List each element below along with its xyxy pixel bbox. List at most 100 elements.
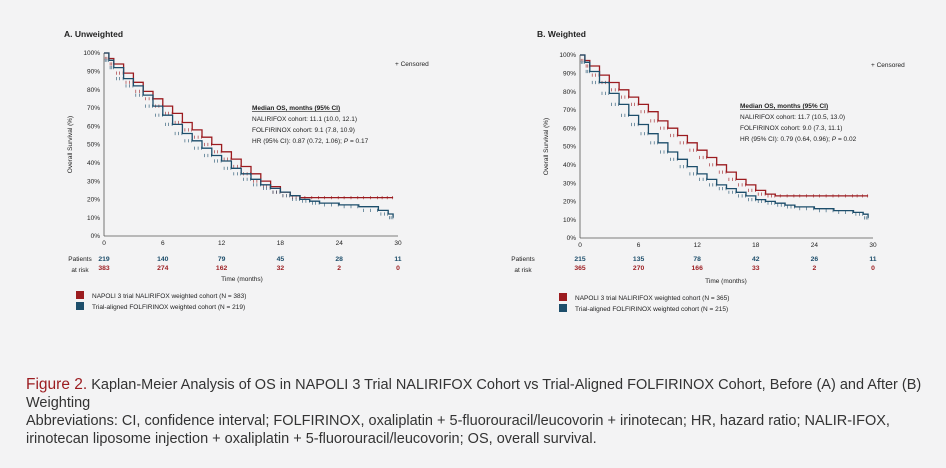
risk-count-folfirinox: 215 (574, 256, 586, 263)
y-tick-label: 90% (563, 71, 576, 78)
y-tick-label: 60% (563, 125, 576, 132)
y-tick-label: 70% (563, 107, 576, 114)
legend-folfirinox: Trial-aligned FOLFIRINOX weighted cohort… (92, 304, 245, 311)
stats-folfirinox: FOLFIRINOX cohort: 9.0 (7.3, 11.1) (740, 125, 842, 132)
legend-nalirifox: NAPOLI 3 trial NALIRIFOX weighted cohort… (575, 295, 729, 302)
x-tick-label: 30 (394, 240, 402, 247)
panel-b-title: B. Weighted (537, 29, 586, 39)
y-tick-label: 20% (563, 199, 576, 206)
risk-count-nalirifox: 33 (752, 265, 760, 272)
y-tick-label: 100% (559, 52, 576, 59)
risk-label-line1: Patients (68, 256, 92, 263)
y-tick-label: 40% (87, 160, 100, 167)
panel-b: B. Weighted 0% 10% 20% 30% 40% 50% 60% 70% 80% 90… (511, 29, 905, 313)
risk-count-folfirinox: 45 (277, 256, 285, 263)
risk-count-folfirinox: 140 (157, 256, 169, 263)
censored-legend: + Censored (395, 61, 429, 68)
panel-a-axes: 0% 10% 20% 30% 40% 50% 60% 70% 80% 90% 100% 0 6 12 18 2… (67, 50, 402, 247)
y-tick-label: 10% (563, 217, 576, 224)
y-tick-label: 100% (83, 50, 100, 57)
risk-label-line1: Patients (511, 256, 535, 263)
x-axis-title: Time (months) (221, 276, 263, 283)
risk-count-folfirinox: 26 (811, 256, 819, 263)
caption-label: Figure 2. (26, 376, 88, 393)
km-curve-nalirifox (580, 54, 869, 197)
stats-hr: HR (95% CI): 0.87 (0.72, 1.06); P = 0.17 (252, 138, 369, 145)
risk-count-nalirifox: 383 (98, 265, 110, 272)
risk-label-line2: at risk (71, 267, 89, 274)
x-tick-label: 18 (752, 242, 760, 249)
caption-title-line: Figure 2. Kaplan-Meier Analysis of OS in… (26, 376, 926, 412)
legend-swatch-nalirifox (76, 291, 84, 299)
y-tick-label: 40% (563, 162, 576, 169)
risk-count-nalirifox: 0 (396, 265, 400, 272)
y-tick-label: 70% (87, 105, 100, 112)
x-tick-label: 0 (102, 240, 106, 247)
panel-a: A. Unweighted 0% 10% 20% 30% 40% 50% 60% 70% 80%… (64, 29, 429, 311)
y-axis-title: Overall Survival (%) (67, 116, 74, 173)
y-tick-label: 50% (87, 142, 100, 149)
legend-swatch-nalirifox (559, 293, 567, 301)
x-axis-title: Time (months) (705, 278, 747, 285)
panel-b-axes: 0% 10% 20% 30% 40% 50% 60% 70% 80% 90% 100% 0 6 12 18 2… (543, 52, 877, 249)
y-tick-label: 0% (91, 233, 101, 240)
y-tick-label: 0% (567, 235, 577, 242)
stats-box-b: Median OS, months (95% CI) NALIRIFOX coh… (740, 103, 857, 143)
risk-count-folfirinox: 79 (218, 256, 226, 263)
risk-table-b: Patients at risk 215 365 135 270 78 166 42 33 26… (511, 256, 877, 274)
x-tick-label: 18 (277, 240, 285, 247)
x-tick-label: 24 (336, 240, 344, 247)
stats-nalirifox: NALIRIFOX cohort: 11.1 (10.0, 12.1) (252, 116, 357, 123)
risk-count-folfirinox: 11 (869, 256, 876, 263)
y-tick-label: 30% (563, 180, 576, 187)
x-tick-label: 24 (811, 242, 819, 249)
stats-box-a: Median OS, months (95% CI) NALIRIFOX coh… (252, 105, 369, 145)
x-tick-label: 30 (869, 242, 877, 249)
y-tick-label: 80% (87, 87, 100, 94)
y-tick-label: 80% (563, 89, 576, 96)
panel-b-curves (580, 54, 869, 220)
km-curve-folfirinox (580, 54, 869, 218)
stats-folfirinox: FOLFIRINOX cohort: 9.1 (7.8, 10.9) (252, 127, 355, 134)
caption-abbreviations: Abbreviations: CI, confidence interval; … (26, 413, 890, 447)
figure-caption: Figure 2. Kaplan-Meier Analysis of OS in… (26, 376, 926, 448)
y-axis-title: Overall Survival (%) (543, 118, 550, 175)
p-label: P (344, 138, 349, 145)
risk-count-folfirinox: 11 (394, 256, 401, 263)
risk-count-folfirinox: 42 (752, 256, 760, 263)
x-tick-label: 0 (578, 242, 582, 249)
legend-swatch-folfirinox (559, 304, 567, 312)
x-tick-label: 12 (218, 240, 226, 247)
y-tick-label: 10% (87, 215, 100, 222)
hr-text: HR (95% CI): 0.87 (0.72, 1.06); (252, 138, 342, 145)
legend-b: NAPOLI 3 trial NALIRIFOX weighted cohort… (559, 293, 729, 313)
stats-heading: Median OS, months (95% CI) (252, 105, 340, 112)
risk-count-nalirifox: 162 (216, 265, 228, 272)
caption-title: Kaplan-Meier Analysis of OS in NAPOLI 3 … (26, 377, 922, 411)
stats-nalirifox: NALIRIFOX cohort: 11.7 (10.5, 13.0) (740, 114, 845, 121)
panel-a-title: A. Unweighted (64, 29, 123, 39)
p-label: P (832, 136, 837, 143)
p-value: = 0.02 (838, 136, 857, 143)
x-tick-label: 12 (694, 242, 702, 249)
p-value: = 0.17 (350, 138, 369, 145)
y-tick-label: 60% (87, 123, 100, 130)
x-tick-label: 6 (637, 242, 641, 249)
risk-count-folfirinox: 135 (633, 256, 645, 263)
legend-a: NAPOLI 3 trial NALIRIFOX weighted cohort… (76, 291, 246, 311)
risk-count-folfirinox: 28 (335, 256, 343, 263)
risk-count-nalirifox: 32 (277, 265, 285, 272)
y-tick-label: 30% (87, 178, 100, 185)
risk-count-folfirinox: 78 (693, 256, 701, 263)
risk-table-a: Patients at risk 219 383 140 274 79 162 45 32 28… (68, 256, 402, 274)
y-tick-label: 50% (563, 144, 576, 151)
risk-count-nalirifox: 2 (813, 265, 817, 272)
legend-folfirinox: Trial-aligned FOLFIRINOX weighted cohort… (575, 306, 728, 313)
km-curve-folfirinox (104, 52, 394, 218)
km-curve-nalirifox (104, 52, 394, 199)
y-tick-label: 20% (87, 197, 100, 204)
risk-count-nalirifox: 0 (871, 265, 875, 272)
risk-label-line2: at risk (514, 267, 532, 274)
risk-count-nalirifox: 270 (633, 265, 645, 272)
